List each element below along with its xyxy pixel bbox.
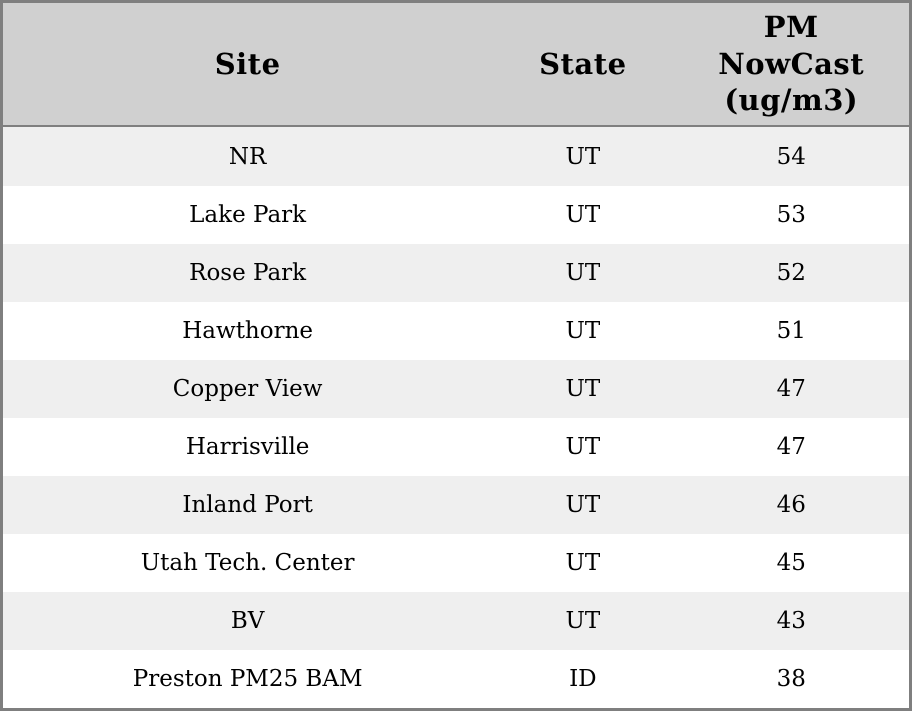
cell-site: Lake Park: [189, 202, 307, 229]
cell-state: UT: [565, 143, 601, 170]
table-row: BV UT 43: [3, 591, 909, 650]
column-header-site: Site: [3, 3, 493, 127]
cell-state: UT: [565, 434, 601, 461]
cell-site: Utah Tech. Center: [140, 550, 355, 576]
cell-state: UT: [565, 202, 601, 229]
table-row: Preston PM25 BAM ID 38: [3, 649, 909, 708]
site-data-table: Site State PM NowCast (ug/m3) NR UT 54 Lake P…: [3, 3, 909, 708]
cell-pm_nowcast: 54: [776, 143, 806, 170]
cell-pm_nowcast: 52: [776, 260, 806, 287]
cell-pm_nowcast: 51: [776, 318, 806, 345]
cell-pm_nowcast: 45: [776, 550, 806, 576]
cell-state: UT: [565, 376, 601, 403]
cell-site: Preston PM25 BAM: [132, 665, 363, 692]
table-row: NR UT 54: [3, 126, 909, 187]
table-header-row: Site State PM NowCast (ug/m3): [3, 3, 909, 127]
cell-state: UT: [565, 318, 601, 345]
cell-state: UT: [565, 607, 601, 634]
cell-site: Inland Port: [182, 492, 313, 519]
cell-state: UT: [565, 492, 601, 519]
table-row: Copper View UT 47: [3, 360, 909, 419]
cell-state: ID: [569, 665, 597, 692]
cell-pm_nowcast: 43: [776, 607, 806, 634]
cell-site: Hawthorne: [182, 318, 314, 345]
cell-pm_nowcast: 53: [776, 202, 806, 229]
table-row: Rose Park UT 52: [3, 244, 909, 303]
column-header-pm_nowcast: PM NowCast (ug/m3): [673, 3, 909, 127]
cell-pm_nowcast: 47: [776, 376, 806, 403]
cell-site: Harrisville: [185, 434, 310, 461]
table-row: Harrisville UT 47: [3, 418, 909, 477]
table-row: Lake Park UT 53: [3, 186, 909, 245]
cell-state: UT: [565, 260, 601, 287]
table-row: Inland Port UT 46: [3, 476, 909, 535]
cell-site: Rose Park: [189, 260, 307, 287]
table-row: Hawthorne UT 51: [3, 302, 909, 361]
cell-pm_nowcast: 46: [776, 492, 806, 519]
cell-state: UT: [565, 550, 601, 576]
table-row: Utah Tech. Center UT 45: [3, 534, 909, 592]
cell-pm_nowcast: 47: [776, 434, 806, 461]
cell-pm_nowcast: 38: [776, 665, 806, 692]
cell-site: NR: [228, 143, 267, 170]
column-header-state: State: [492, 3, 674, 127]
cell-site: BV: [230, 607, 265, 634]
cell-site: Copper View: [172, 376, 323, 403]
